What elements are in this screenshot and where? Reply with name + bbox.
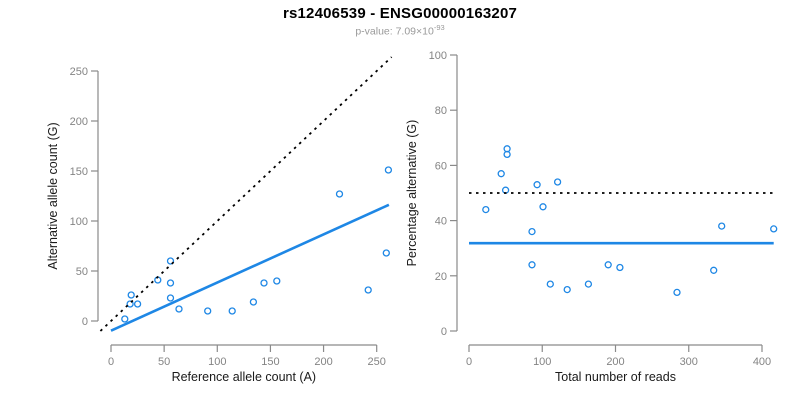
x-tick-label: 0 [466,356,472,368]
x-tick-label: 0 [108,356,114,368]
identity-line [99,56,393,332]
y-tick-label: 50 [76,266,88,278]
y-tick-label: 20 [435,271,447,283]
chart-counts [91,56,393,352]
data-point [673,288,681,297]
x-tick-label: 200 [606,356,624,368]
y-tick-label: 80 [435,105,447,117]
data-point [260,279,268,287]
pvalue-exponent: -93 [433,23,445,32]
data-point [503,150,511,159]
data-point [175,305,183,313]
data-point [126,300,134,308]
data-point [528,261,536,269]
x-tick-label: 100 [208,356,226,368]
data-point [273,277,281,285]
y-tick-label: 60 [435,160,447,172]
x-axis-title: Reference allele count (A) [172,370,317,384]
data-point [604,261,612,269]
data-point [528,227,536,236]
data-point [166,279,175,287]
data-point [718,222,726,230]
x-tick-label: 200 [314,356,332,368]
chart-percentage [450,54,778,352]
data-point [482,205,490,214]
x-tick-label: 150 [261,356,279,368]
y-tick-label: 150 [70,166,88,178]
data-point [335,190,344,198]
data-point [228,307,236,315]
data-point [364,286,372,294]
data-point [533,181,541,189]
data-point [249,298,258,306]
y-tick-label: 0 [441,326,447,338]
data-point [553,178,562,186]
pvalue-subtitle: p-value: 7.09×10-93 [0,23,800,38]
data-point [384,166,393,174]
y-tick-label: 200 [70,116,88,128]
data-point [121,315,129,323]
data-point [497,170,505,178]
y-tick-label: 100 [429,50,447,62]
x-tick-label: 300 [680,356,698,368]
x-tick-label: 250 [368,356,386,368]
data-point [563,285,571,294]
page-title: rs12406539 - ENSG00000163207 [282,5,518,22]
y-tick-label: 0 [82,316,88,328]
y-tick-label: 250 [70,66,88,78]
data-point [204,307,212,315]
pvalue-text: p-value: 7.09×10 [355,25,434,38]
data-point [382,249,390,257]
data-point [166,294,175,302]
y-tick-label: 100 [70,216,88,228]
data-point [546,280,554,288]
data-point [584,280,593,288]
data-point [539,203,547,211]
data-point [710,266,718,274]
data-point [127,291,135,299]
data-point [616,263,624,272]
x-tick-label: 50 [158,356,170,368]
data-point [166,257,175,265]
data-point [133,300,142,308]
fit-line [110,203,390,332]
data-point [770,225,778,233]
x-tick-label: 100 [533,356,551,368]
y-axis-title: Alternative allele count (G) [46,122,60,269]
x-tick-label: 400 [753,356,771,368]
x-axis-title: Total number of reads [555,370,676,384]
y-tick-label: 40 [435,216,447,228]
y-axis-title: Percentage alternative (G) [405,120,419,267]
